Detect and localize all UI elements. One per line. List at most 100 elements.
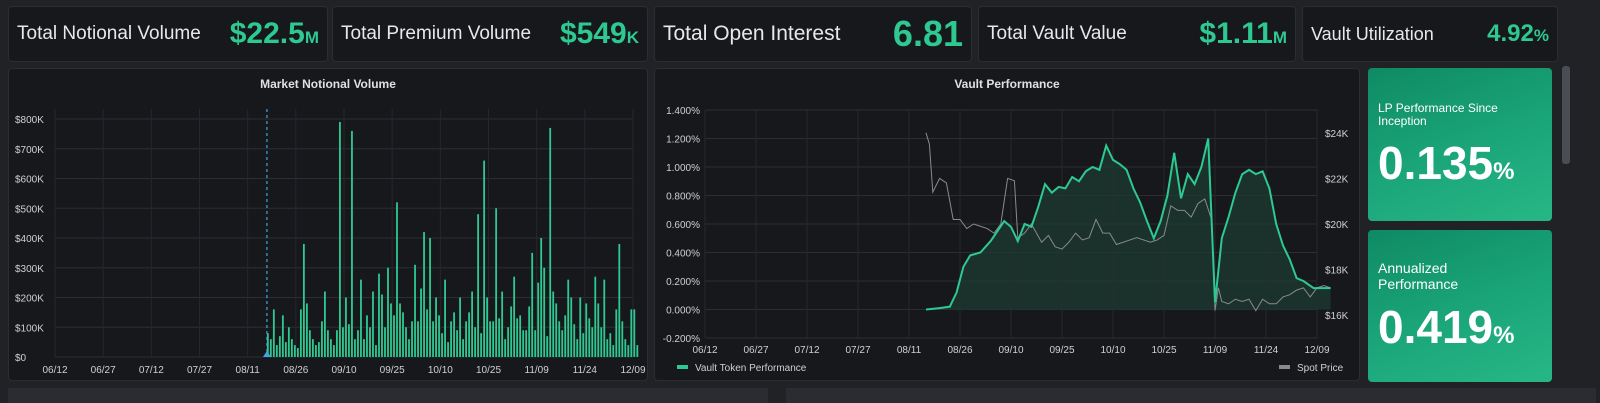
volume-bar [516, 318, 519, 357]
volume-bar [468, 312, 470, 357]
volume-bar [414, 264, 416, 357]
x-tick-label: 07/12 [794, 345, 819, 356]
market-notional-volume-panel: Market Notional Volume $0 $100K $200K $300K… [8, 68, 648, 381]
x-tick-label: 11/24 [1254, 345, 1279, 356]
volume-bar [549, 127, 552, 357]
volume-bar [498, 318, 501, 357]
x-tick-label: 10/10 [428, 365, 453, 376]
stat-label: Total Premium Volume [341, 23, 532, 44]
vault-performance-area [926, 138, 1331, 310]
x-tick-label: 08/26 [947, 345, 972, 356]
y-tick-label: $200K [15, 294, 44, 305]
x-tick-label: 06/12 [42, 365, 67, 376]
y-right-tick-label: $20K [1325, 220, 1349, 231]
volume-bar [339, 121, 341, 357]
vault-token-performance-line [925, 138, 1331, 311]
volume-bar [336, 330, 338, 357]
volume-bar [435, 297, 437, 357]
volume-bar [507, 327, 510, 357]
y-left-tick-label: 1.000% [666, 163, 700, 174]
volume-bar [432, 321, 434, 357]
volume-bar [438, 315, 440, 357]
volume-bar [486, 297, 489, 357]
volume-bar [372, 291, 374, 357]
volume-bar [528, 306, 531, 357]
y-left-tick-label: 1.200% [666, 135, 700, 146]
y-left-tick-label: 0.800% [666, 192, 700, 203]
volume-bar [603, 279, 606, 357]
market-notional-volume-chart[interactable]: $0 $100K $200K $300K $400K $500K $600K $700K $80… [9, 69, 649, 382]
volume-bar [390, 303, 392, 357]
y-left-tick-label: 0.200% [666, 277, 700, 288]
volume-bar [269, 339, 272, 357]
y-right-tick-label: $16K [1325, 311, 1349, 322]
volume-bar [375, 345, 377, 357]
x-tick-label: 11/09 [525, 365, 550, 376]
volume-bar [525, 330, 528, 357]
y-left-tick-label: 0.000% [666, 306, 700, 317]
volume-bar [429, 238, 431, 357]
stat-value: $549K [559, 17, 639, 50]
volume-bar [585, 303, 588, 357]
volume-bar [627, 345, 630, 357]
scrollbar-thumb[interactable] [1562, 66, 1570, 164]
volume-bar [576, 339, 579, 357]
volume-bar [465, 321, 467, 357]
volume-bar [348, 324, 350, 357]
volume-bar [522, 330, 525, 357]
volume-bar [330, 339, 332, 357]
volume-bar [543, 267, 546, 357]
volume-bar [591, 327, 594, 357]
volume-bar [570, 297, 573, 357]
x-tick-label: 08/11 [897, 345, 922, 356]
volume-bar [588, 318, 591, 357]
volume-bar [396, 202, 398, 357]
volume-bar [278, 336, 281, 357]
volume-bar [405, 327, 407, 357]
volume-bar [462, 339, 464, 357]
volume-bar [594, 276, 597, 357]
stat-notional-volume: Total Notional Volume $22.5M [8, 6, 328, 62]
volume-bar [299, 309, 302, 357]
volume-bar [384, 327, 386, 357]
legend-label-vault: Vault Token Performance [695, 363, 807, 374]
volume-bar [630, 309, 633, 357]
stat-open-interest: Total Open Interest 6.81 [654, 6, 972, 62]
volume-bar [314, 345, 317, 357]
x-tick-label: 07/27 [187, 365, 212, 376]
lp-performance-card: LP Performance Since Inception 0.135% [1368, 68, 1552, 221]
x-tick-label: 06/27 [743, 345, 768, 356]
stat-value: $1.11M [1199, 17, 1287, 50]
volume-bar [266, 333, 269, 357]
x-tick-label: 06/12 [692, 345, 717, 356]
volume-bar [537, 282, 540, 357]
volume-bar [477, 214, 480, 357]
volume-bar [615, 309, 618, 357]
volume-bar [417, 321, 419, 357]
volume-bar [489, 321, 492, 357]
card-title: LP Performance Since Inception [1378, 101, 1498, 128]
volume-bar [321, 321, 323, 357]
volume-bar [480, 333, 483, 357]
volume-bar [408, 339, 410, 357]
legend-label-spot: Spot Price [1297, 363, 1344, 374]
volume-bar [360, 279, 362, 357]
bottom-panel-edge [8, 388, 768, 403]
volume-bar [546, 336, 549, 357]
volume-bar [308, 330, 311, 357]
volume-bar [552, 291, 555, 357]
volume-bar [420, 288, 422, 357]
volume-bar [612, 345, 615, 357]
volume-bar [447, 342, 449, 357]
volume-bar [573, 324, 576, 357]
y-tick-label: $0 [15, 353, 27, 364]
y-tick-label: $700K [15, 145, 44, 156]
spot-price-line [925, 132, 1331, 312]
volume-bar [305, 303, 308, 357]
stat-label: Total Notional Volume [17, 23, 201, 44]
volume-bar [411, 321, 413, 357]
chart-title: Vault Performance [954, 77, 1060, 91]
vault-performance-chart[interactable]: -0.200% 0.000% 0.200% 0.400% 0.600% 0.800% 1.0… [655, 69, 1361, 382]
volume-bar [393, 315, 395, 357]
y-tick-label: $100K [15, 323, 44, 334]
